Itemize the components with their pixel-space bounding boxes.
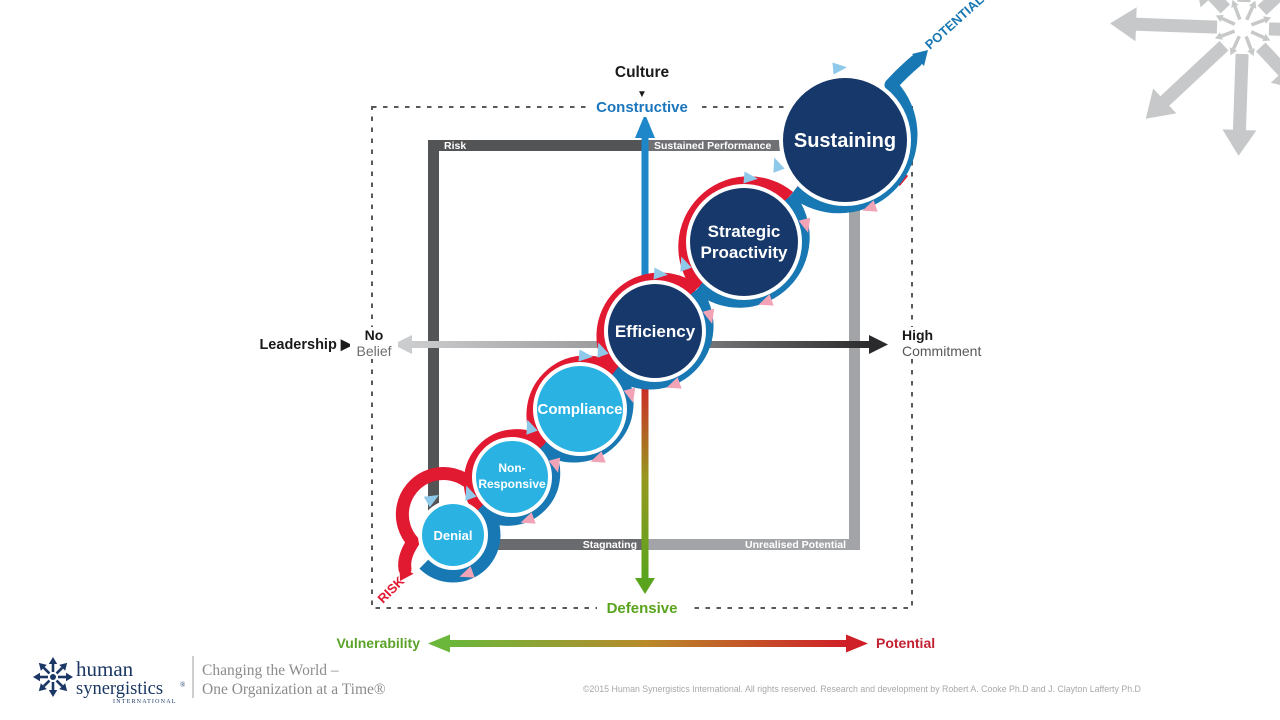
high-commitment-label-line1: High: [902, 327, 933, 343]
constructive-label-backdrop: [588, 97, 696, 117]
chevron-up-icon: [653, 267, 668, 280]
stage-label-efficiency: Efficiency: [615, 322, 696, 341]
brand-name-line2: synergistics: [76, 679, 163, 699]
stage-circles: [418, 74, 911, 570]
defensive-label-backdrop: [597, 599, 689, 618]
risk-path-tail: [398, 535, 420, 576]
culture-axis-title: Culture: [615, 64, 670, 81]
high-commitment-label-line2: Commitment: [902, 343, 981, 359]
chevron-up-icon: [680, 256, 692, 272]
stage-label-proactivity: Proactivity: [701, 243, 788, 262]
stage-circle-non-responsive: [472, 437, 552, 517]
brand-international: INTERNATIONAL: [113, 699, 177, 705]
outcome-axis: Vulnerability Potential: [336, 634, 935, 653]
chevron-up-icon: [423, 495, 439, 508]
chevron-down-icon: [798, 217, 811, 233]
quadrant-label-stagnating: Stagnating: [583, 539, 637, 551]
chevron-up-icon: [743, 171, 758, 184]
stage-circle-strategic-proactivity: [686, 184, 802, 300]
stage-label-non: Non-: [498, 461, 525, 475]
outcome-axis-left-arrowhead-icon: [428, 634, 450, 653]
chevron-down-icon: [666, 377, 682, 389]
constructive-label: Constructive: [596, 99, 688, 116]
constructive-arrow-line: [641, 136, 649, 380]
defensive-label: Defensive: [607, 600, 678, 617]
chevron-up-icon: [465, 485, 477, 501]
chevron-down-icon: [548, 457, 561, 473]
chevron-down-icon: [758, 294, 774, 306]
tagline-line2: One Organization at a Time®: [202, 681, 386, 698]
chevron-down-icon: [702, 308, 715, 324]
chevron-up-icon: [597, 342, 609, 358]
stage-circle-compliance: [533, 362, 627, 456]
chevron-down-icon: [623, 387, 636, 403]
stage-circle-sustaining: [779, 74, 911, 206]
quadrant-bar-bottom-right: [648, 539, 860, 550]
no-belief-label-line1: No: [365, 327, 384, 343]
chevron-up-icon: [526, 419, 538, 435]
defensive-arrow: [635, 378, 655, 594]
defensive-arrow-line: [641, 378, 649, 578]
chevron-down-icon: [520, 512, 536, 524]
potential-path-arrowhead-icon: [912, 50, 928, 66]
leadership-axis-title: Leadership ▶: [259, 337, 353, 353]
vulnerability-label: Vulnerability: [336, 635, 420, 651]
chevron-down-icon: [862, 200, 878, 212]
potential-path-chevrons: [423, 62, 847, 508]
quadrant-label-unrealised-potential: Unrealised Potential: [745, 539, 846, 551]
risk-path-chevrons: [459, 200, 878, 578]
risk-path-arrowhead-icon: [399, 565, 414, 581]
leadership-axis-left-arrowhead-icon: [393, 335, 412, 354]
compass-logo-icon: [33, 657, 73, 697]
compass-arrows-watermark: [1110, 0, 1280, 156]
defensive-arrowhead-icon: [635, 578, 655, 594]
chevron-up-icon: [832, 62, 847, 75]
constructive-arrowhead-icon: [635, 114, 655, 138]
company-logo: human synergistics ® INTERNATIONAL Chang…: [33, 656, 386, 705]
quadrant-bar-top-left: [428, 140, 642, 151]
potential-path-tail: [884, 54, 923, 92]
leadership-axis-right-arrowhead-icon: [869, 335, 888, 354]
quadrant-label-risk: Risk: [444, 140, 466, 152]
culture-pointer-icon: ▼: [637, 89, 647, 100]
outcome-axis-right-arrowhead-icon: [846, 634, 868, 653]
stage-circle-efficiency: [604, 280, 706, 382]
stage-label-responsive: Responsive: [478, 477, 546, 491]
chevron-down-icon: [459, 566, 475, 578]
quadrant-label-sustained-performance: Sustained Performance: [654, 140, 771, 152]
copyright-text: ©2015 Human Synergistics International. …: [583, 684, 1141, 694]
stage-labels: Denial Non- Responsive Compliance Effici…: [433, 130, 896, 543]
outcome-axis-line: [450, 640, 846, 647]
stage-label-strategic: Strategic: [708, 222, 781, 241]
potential-label: Potential: [876, 635, 935, 651]
chevron-up-icon: [578, 349, 593, 362]
stage-label-sustaining: Sustaining: [794, 130, 896, 152]
quadrant-bar-bottom-left: [428, 539, 642, 550]
tagline-line1: Changing the World –: [202, 662, 339, 679]
no-belief-label-line2: Belief: [356, 343, 391, 359]
registered-mark: ®: [180, 681, 186, 689]
chevron-up-icon: [773, 157, 785, 173]
stage-label-compliance: Compliance: [537, 401, 622, 418]
brand-name-line1: human: [76, 657, 134, 681]
stage-circle-denial: [418, 500, 488, 570]
high-commitment-backdrop: [897, 327, 973, 359]
potential-end-label: POTENTIAL: [922, 0, 987, 52]
no-belief-backdrop: [350, 327, 398, 359]
quadrant-bar-top-right: [648, 140, 860, 151]
constructive-arrow: [635, 114, 655, 380]
chevron-down-icon: [590, 451, 606, 463]
stage-label-denial: Denial: [433, 528, 472, 543]
